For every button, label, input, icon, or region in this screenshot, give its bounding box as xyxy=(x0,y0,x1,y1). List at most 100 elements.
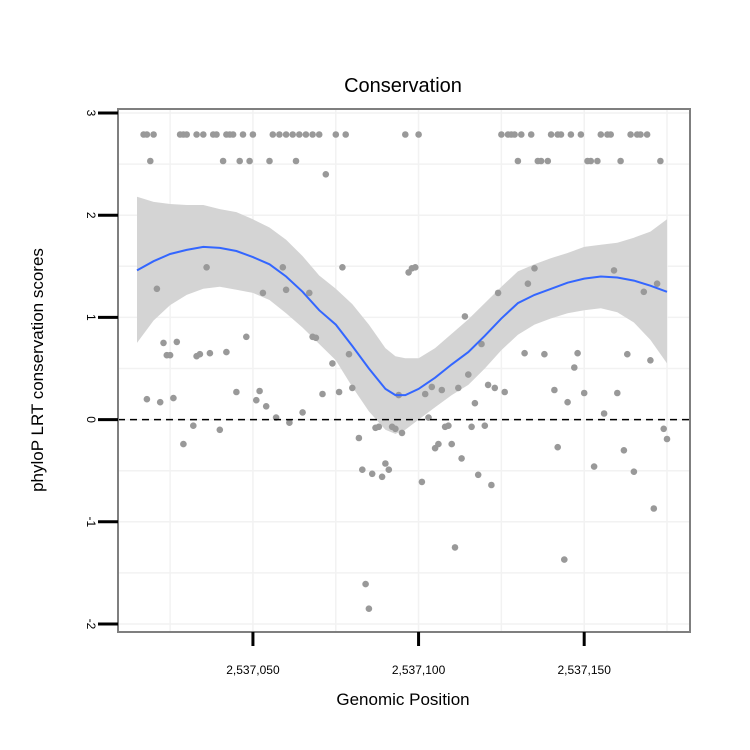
data-point xyxy=(319,390,326,398)
data-point xyxy=(236,157,243,165)
data-point xyxy=(170,394,177,402)
data-point xyxy=(518,131,525,138)
data-point xyxy=(580,389,588,397)
data-point xyxy=(345,350,353,358)
data-point xyxy=(428,383,436,391)
x-tick-label: 2,537,150 xyxy=(557,663,611,677)
data-point xyxy=(309,131,316,138)
data-point xyxy=(362,580,369,588)
chart-title: Conservation xyxy=(344,75,462,97)
data-point xyxy=(620,447,628,454)
data-point xyxy=(249,131,257,138)
data-point xyxy=(365,605,373,612)
data-point xyxy=(269,131,277,138)
x-axis-label: Genomic Position xyxy=(336,690,469,709)
data-point xyxy=(465,371,472,378)
data-point xyxy=(306,289,313,297)
data-point xyxy=(239,131,247,138)
data-point xyxy=(180,440,187,448)
data-point xyxy=(335,388,343,396)
data-point xyxy=(203,264,210,271)
data-point xyxy=(567,131,575,138)
y-tick-label: 3 xyxy=(84,110,98,117)
data-point xyxy=(474,471,482,479)
data-point xyxy=(577,131,585,138)
data-point xyxy=(183,131,190,138)
data-point xyxy=(143,395,151,403)
data-point xyxy=(498,131,505,138)
panel-border xyxy=(117,108,691,633)
data-point xyxy=(259,289,267,297)
data-point xyxy=(557,131,565,138)
data-point xyxy=(597,131,605,138)
y-tick-label: -1 xyxy=(84,516,98,527)
data-point xyxy=(468,423,475,431)
x-tick-label: 2,537,050 xyxy=(226,663,280,677)
data-point xyxy=(481,422,489,430)
data-point xyxy=(332,131,340,138)
data-point xyxy=(196,350,204,358)
data-point xyxy=(166,351,174,359)
data-point xyxy=(653,280,661,288)
data-point xyxy=(160,339,167,347)
data-point xyxy=(299,409,306,416)
data-point xyxy=(488,481,495,489)
data-point xyxy=(233,388,240,396)
data-point xyxy=(445,422,452,430)
data-point xyxy=(501,388,509,396)
data-point xyxy=(415,131,422,138)
data-point xyxy=(554,443,561,451)
x-tick-label: 2,537,100 xyxy=(392,663,446,677)
data-point xyxy=(312,334,320,342)
data-point xyxy=(292,157,300,165)
data-point xyxy=(402,131,409,138)
data-point xyxy=(448,440,456,448)
data-point xyxy=(537,157,545,165)
data-point xyxy=(541,350,548,358)
data-point xyxy=(147,157,154,165)
data-point xyxy=(213,131,220,138)
data-point xyxy=(342,131,350,138)
data-point xyxy=(455,384,462,392)
data-point xyxy=(206,349,214,357)
data-point xyxy=(637,131,644,138)
data-point xyxy=(256,387,263,395)
plot-panel xyxy=(117,108,691,633)
data-point xyxy=(524,280,532,288)
data-point xyxy=(193,131,200,138)
data-point xyxy=(223,348,230,356)
data-point xyxy=(494,289,502,297)
data-point xyxy=(458,455,465,462)
data-point xyxy=(531,265,538,272)
data-point xyxy=(190,422,197,430)
data-point xyxy=(521,349,528,357)
y-tick-label: 0 xyxy=(84,416,98,423)
data-point xyxy=(392,425,399,433)
data-point xyxy=(650,505,658,512)
data-point xyxy=(421,390,429,398)
data-point xyxy=(315,131,323,138)
data-point xyxy=(143,131,151,138)
data-point xyxy=(617,157,624,165)
x-axis: 2,537,050 2,537,100 2,537,150 xyxy=(226,632,611,677)
data-point xyxy=(643,131,651,138)
data-point xyxy=(153,285,161,293)
y-axis-label: phyloP LRT conservation scores xyxy=(28,248,47,492)
data-point xyxy=(511,131,518,138)
data-point xyxy=(302,131,310,138)
data-point xyxy=(412,264,419,271)
data-point xyxy=(551,386,558,394)
data-point xyxy=(355,434,363,442)
data-point xyxy=(375,423,383,431)
data-point xyxy=(246,157,253,165)
data-point xyxy=(461,313,469,320)
data-point xyxy=(484,381,492,389)
data-point xyxy=(663,435,671,443)
data-point xyxy=(279,264,287,271)
data-point xyxy=(624,350,631,358)
data-point xyxy=(289,131,297,138)
smooth-line xyxy=(136,245,668,397)
data-point xyxy=(630,468,638,476)
data-point xyxy=(266,157,273,165)
